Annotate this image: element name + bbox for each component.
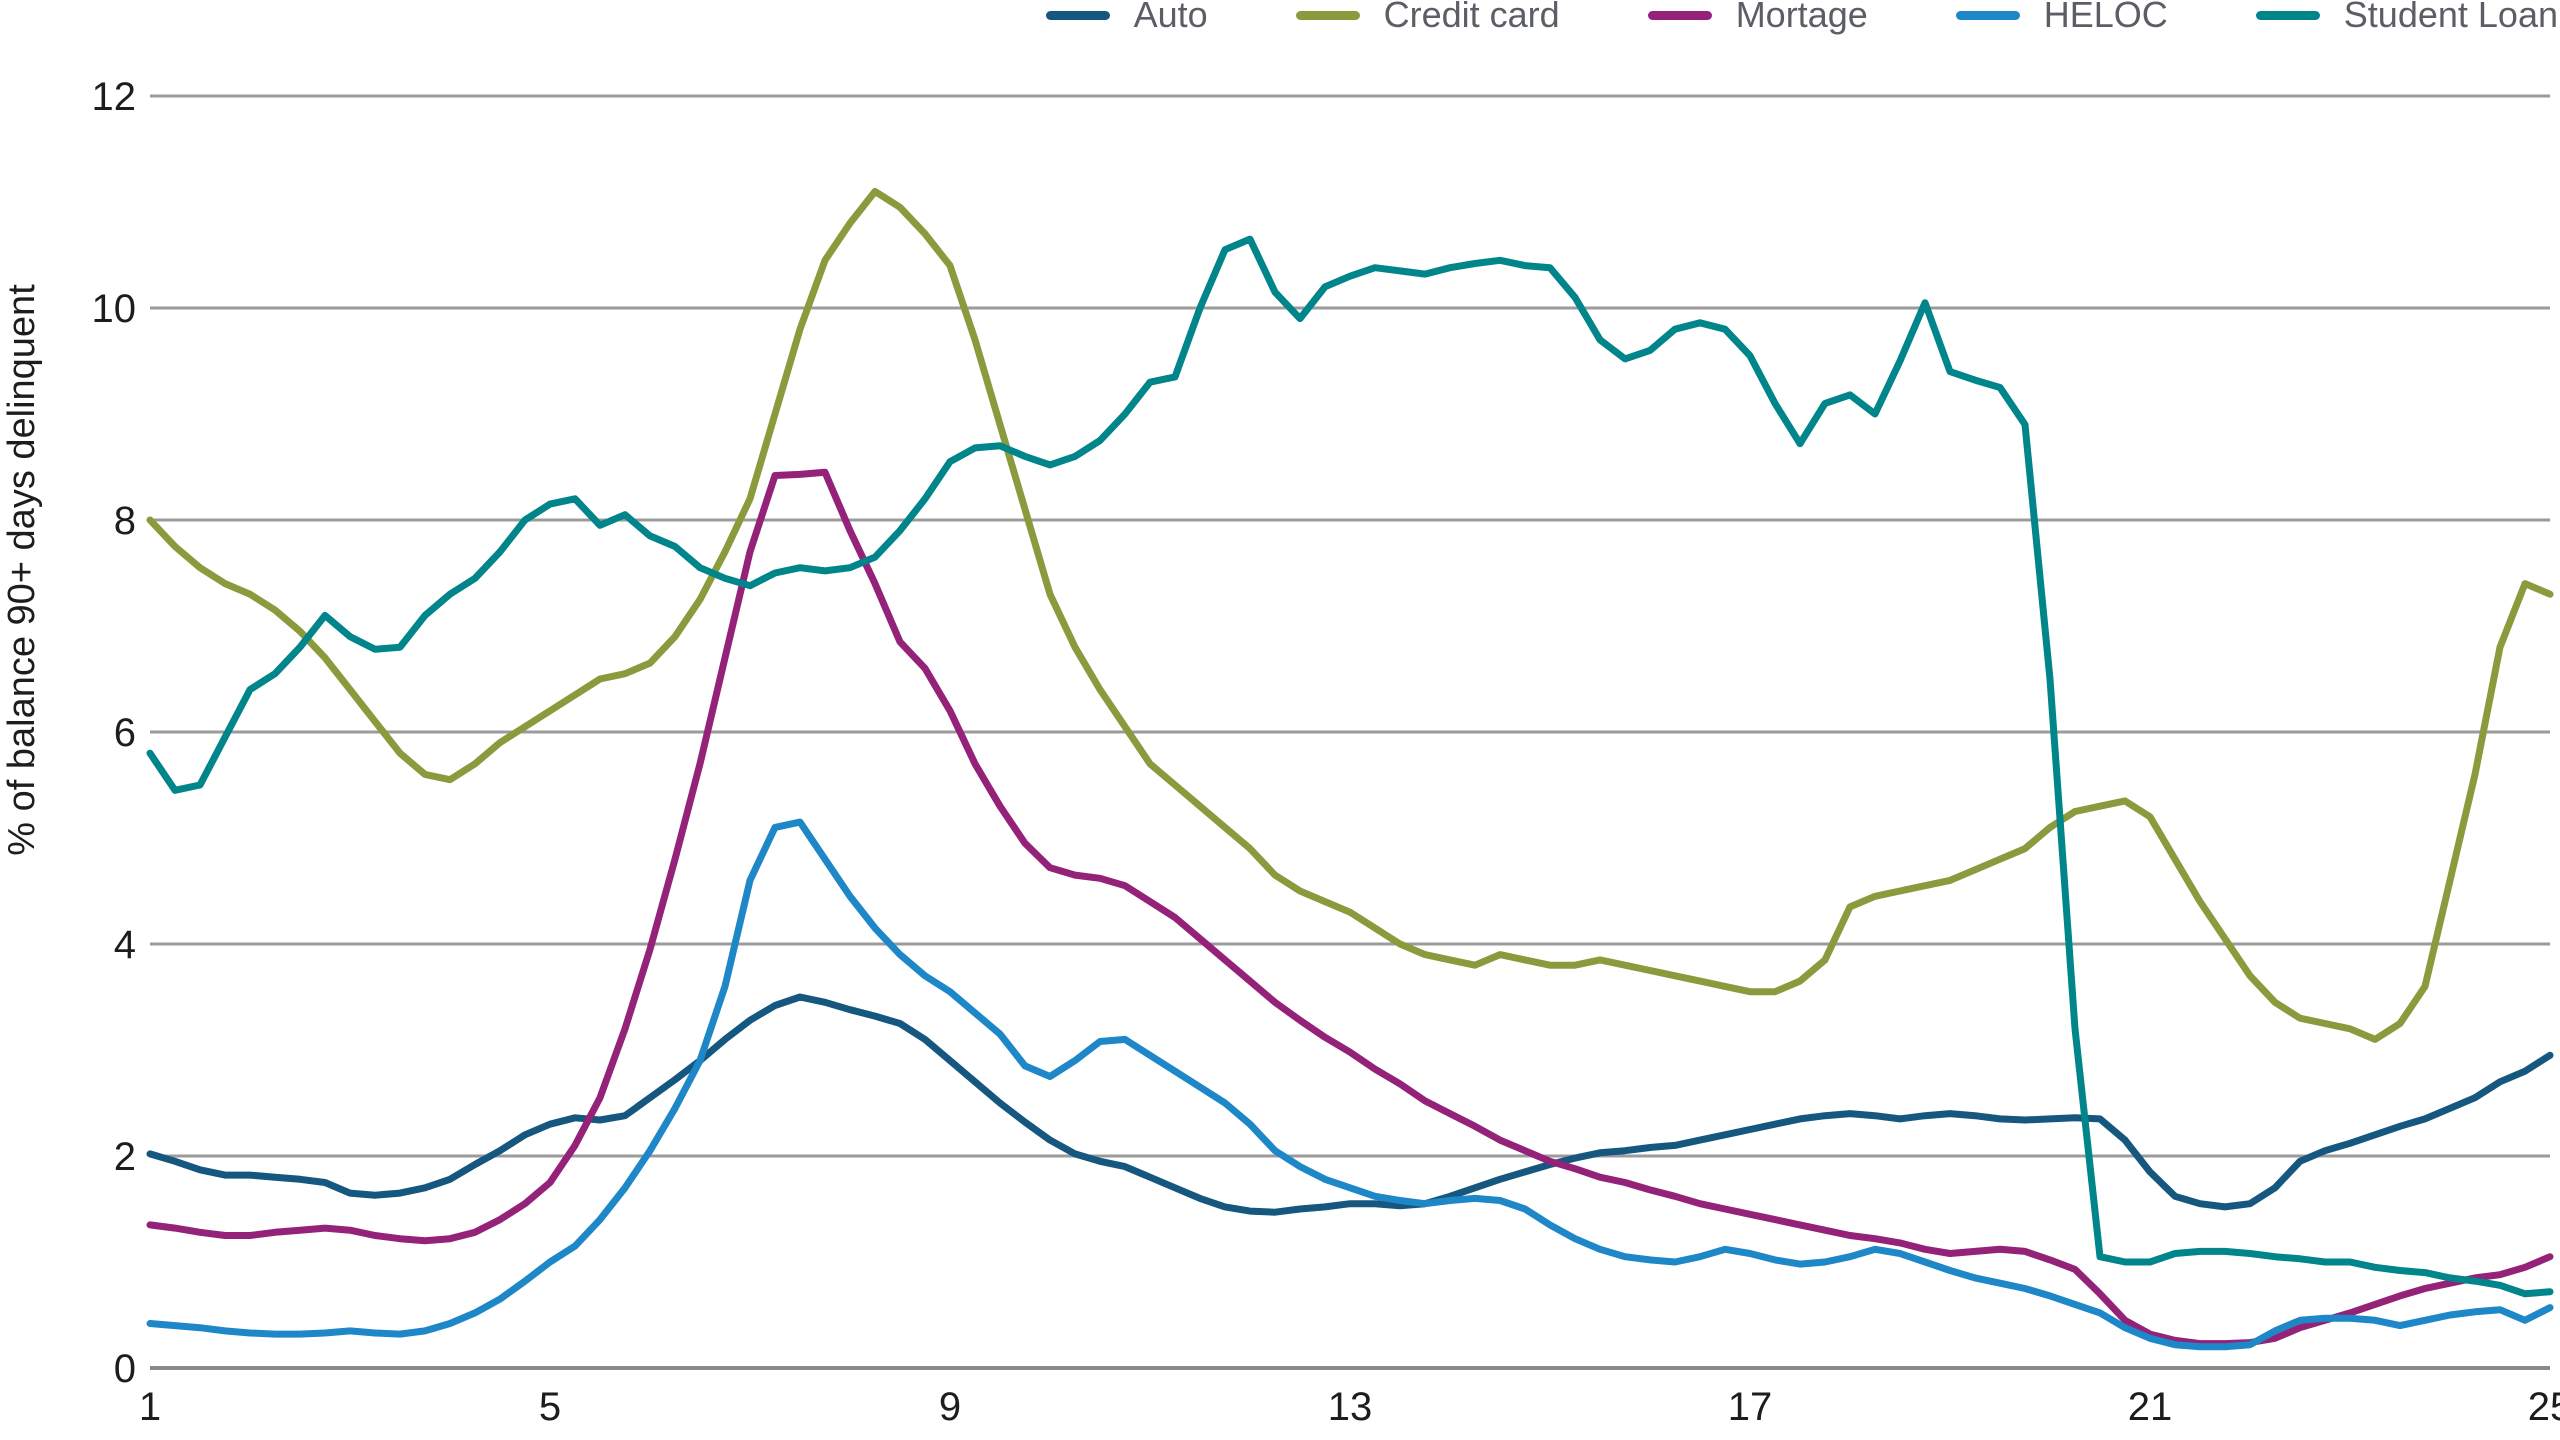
legend-label-heloc: HELOC <box>2043 0 2168 35</box>
legend-item-heloc: HELOC <box>1955 0 2168 35</box>
legend-item-student-loan: Student Loan <box>2255 0 2558 35</box>
y-axis-tick-labels: 0 2 4 6 8 10 12 <box>92 75 137 1391</box>
legend-swatch-credit-card <box>1295 10 1360 20</box>
x-tick-label-13: 13 <box>1328 1385 1373 1429</box>
series-line-credit-card <box>146 187 2554 1043</box>
y-axis-title: % of balance 90+ days delinquent <box>1 284 43 856</box>
x-tick-label-9: 9 <box>939 1385 961 1429</box>
series-line-student-loan <box>146 235 2554 1298</box>
y-tick-label-4: 4 <box>114 923 136 967</box>
x-tick-label-5: 5 <box>539 1385 561 1429</box>
series-line-mortage <box>146 468 2554 1348</box>
y-tick-label-2: 2 <box>114 1135 136 1179</box>
x-tick-label-17: 17 <box>1728 1385 1773 1429</box>
series-line-auto <box>146 993 2554 1216</box>
series-line-heloc <box>146 818 2554 1351</box>
x-axis-tick-labels: 1 5 9 13 17 21 25 <box>139 1385 2560 1429</box>
legend-label-student-loan: Student Loan <box>2343 0 2558 35</box>
series-lines <box>146 187 2554 1351</box>
legend-item-credit-card: Credit card <box>1295 0 1560 35</box>
chart-legend: Auto Credit card Mortage HELOC Student Loan <box>1045 0 2558 35</box>
x-tick-label-21: 21 <box>2128 1385 2173 1429</box>
legend-item-mortage: Mortage <box>1647 0 1868 35</box>
legend-label-auto: Auto <box>1133 0 1208 35</box>
legend-label-mortage: Mortage <box>1735 0 1868 35</box>
x-tick-label-1: 1 <box>139 1385 161 1429</box>
y-tick-label-6: 6 <box>114 711 136 755</box>
gridlines <box>150 94 2550 1370</box>
legend-swatch-student-loan <box>2255 10 2320 20</box>
legend-label-credit-card: Credit card <box>1383 0 1560 35</box>
y-tick-label-8: 8 <box>114 499 136 543</box>
legend-item-auto: Auto <box>1045 0 1208 35</box>
x-tick-label-25: 25 <box>2528 1385 2560 1429</box>
legend-swatch-heloc <box>1955 10 2020 20</box>
y-tick-label-0: 0 <box>114 1347 136 1391</box>
y-tick-label-10: 10 <box>92 287 137 331</box>
legend-swatch-auto <box>1045 10 1110 20</box>
y-tick-label-12: 12 <box>92 75 137 119</box>
legend-swatch-mortage <box>1647 10 1712 20</box>
